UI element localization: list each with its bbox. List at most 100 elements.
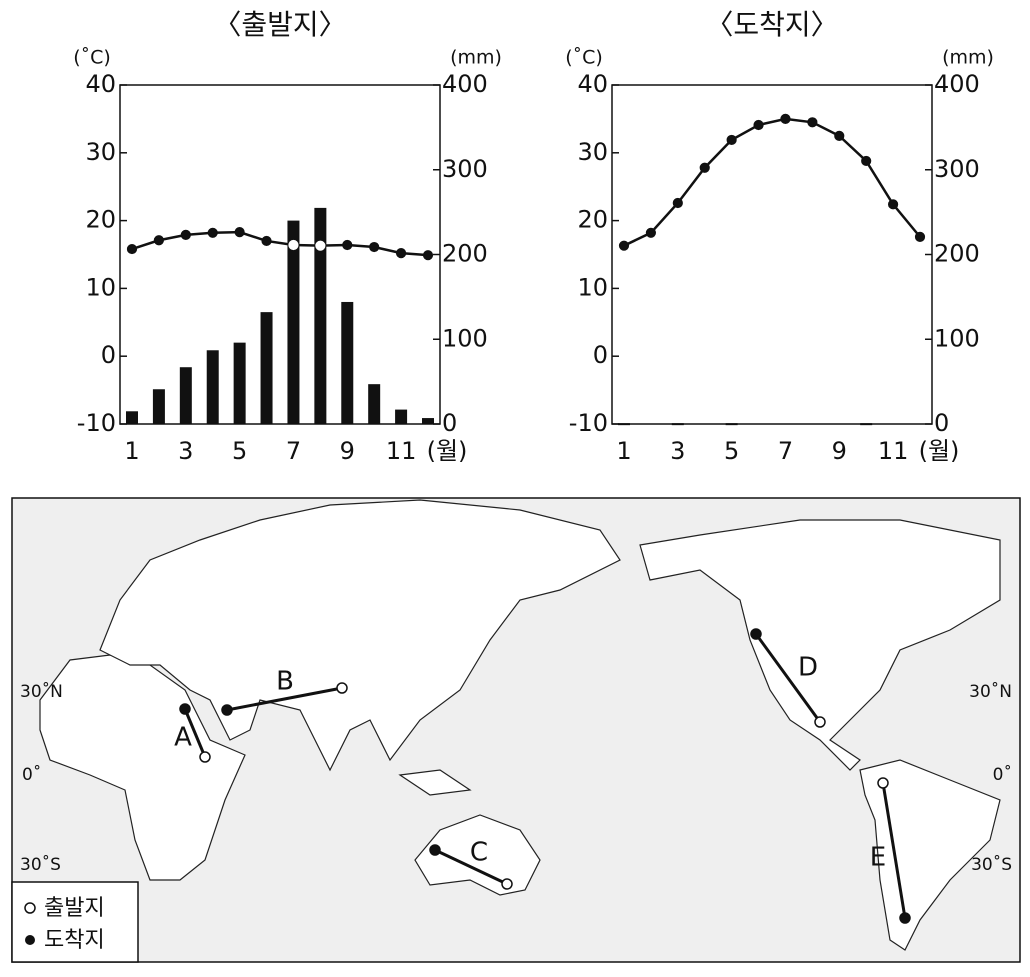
- temperature-point: [395, 248, 407, 259]
- legend: 출발지 도착지: [11, 881, 139, 963]
- y2-tick-label: 100: [442, 324, 488, 352]
- route-points: [179, 628, 911, 924]
- temperature-point: [153, 235, 165, 246]
- x-tick-label: 9: [832, 437, 847, 465]
- temperature-point: [342, 239, 353, 251]
- north-america: [639, 519, 1001, 771]
- y2-tick-label: 100: [934, 324, 980, 352]
- temperature-point: [861, 155, 872, 167]
- bar: [287, 220, 300, 424]
- bar: [179, 367, 192, 424]
- plot-frame: [119, 84, 441, 425]
- x-tick-label: 11: [386, 437, 417, 465]
- bar: [314, 207, 327, 424]
- destination-point: [899, 912, 911, 924]
- temperature-point: [422, 250, 434, 261]
- chart-title: 〈출발지〉: [213, 8, 346, 41]
- origin-point: [814, 716, 826, 728]
- lat-label: 30˚N: [20, 681, 63, 702]
- y-tick-label: 40: [577, 70, 608, 98]
- bar: [395, 409, 408, 424]
- destination-point: [221, 704, 233, 716]
- y2-tick-label: 300: [442, 155, 488, 183]
- temperature-point: [180, 229, 191, 240]
- route-label: B: [276, 667, 294, 697]
- route-label: A: [174, 723, 192, 753]
- temperature-point: [315, 240, 326, 251]
- y-tick-label: 40: [85, 70, 116, 98]
- australia: [414, 814, 541, 896]
- charts: 〈출발지〉(˚C) (mm)(월)-10010203040010020030040…: [73, 8, 994, 465]
- temperature-line: [623, 117, 921, 247]
- y-tick-label: 0: [593, 341, 608, 369]
- islands: [398, 769, 472, 796]
- temperature-point: [887, 199, 899, 210]
- temperature-point: [369, 241, 380, 253]
- route-line: [754, 633, 822, 723]
- landmasses: [39, 499, 1001, 951]
- y2-tick-label: 200: [442, 240, 488, 268]
- bar: [260, 312, 273, 424]
- plot-frame: [611, 84, 933, 425]
- map: A B C D E 30˚N 0˚ 30˚S 30˚N 0˚ 30˚S 출발지 …: [11, 497, 1021, 963]
- destination-point: [179, 703, 191, 715]
- y-tick-label: 10: [85, 273, 116, 301]
- y-tick-label: -10: [569, 409, 608, 437]
- legend-label: 도착지: [44, 928, 105, 953]
- bar: [233, 342, 246, 424]
- lat-label: 0˚: [22, 764, 41, 785]
- x-tick-label: 3: [670, 437, 685, 465]
- origin-point: [501, 878, 513, 890]
- bar: [206, 350, 219, 424]
- y2-axis-label: (mm): [450, 47, 502, 69]
- eurasia: [99, 499, 621, 772]
- lat-label: 30˚N: [969, 681, 1012, 702]
- route-label: D: [798, 653, 818, 683]
- routes: [183, 633, 907, 919]
- y-tick-label: 10: [577, 273, 608, 301]
- y2-tick-label: 400: [934, 70, 980, 98]
- x-tick-label: 7: [778, 437, 793, 465]
- x-tick-label: 9: [340, 437, 355, 465]
- y2-tick-label: 300: [934, 155, 980, 183]
- temperature-point: [234, 227, 245, 238]
- temperature-point: [699, 162, 710, 173]
- temperature-point: [288, 239, 299, 251]
- chart: 〈출발지〉(˚C) (mm)(월)-10010203040010020030040…: [73, 8, 502, 465]
- bar: [422, 418, 434, 424]
- temperature-point: [780, 113, 791, 125]
- y-tick-label: 20: [577, 206, 608, 234]
- x-axis-label: (월): [919, 437, 960, 465]
- temperature-point: [914, 231, 926, 242]
- route-line: [434, 848, 508, 886]
- route-line: [881, 782, 907, 919]
- y-tick-label: 0: [101, 341, 116, 369]
- chart-title: 〈도착지〉: [705, 8, 838, 41]
- y2-tick-label: 400: [442, 70, 488, 98]
- temperature-point: [834, 130, 845, 141]
- y2-tick-label: 200: [934, 240, 980, 268]
- y-tick-label: 30: [85, 138, 116, 166]
- bar: [368, 384, 381, 424]
- y-tick-label: 20: [85, 206, 116, 234]
- route-line: [183, 708, 207, 758]
- temperature-line: [131, 230, 429, 257]
- chart: 〈도착지〉(˚C) (mm)(월)-10010203040010020030040…: [565, 8, 994, 465]
- temperature-point: [726, 134, 737, 146]
- legend-label: 출발지: [44, 896, 105, 921]
- y-axis-label: (˚C): [565, 47, 603, 69]
- x-tick-label: 3: [178, 437, 193, 465]
- x-tick-label: 7: [286, 437, 301, 465]
- bar: [152, 389, 165, 424]
- temperature-point: [207, 227, 218, 238]
- south-america: [859, 759, 1001, 951]
- y-tick-label: -10: [77, 409, 116, 437]
- y-tick-label: 30: [577, 138, 608, 166]
- temperature-point: [645, 227, 657, 238]
- temperature-point: [261, 235, 272, 247]
- x-tick-label: 5: [232, 437, 247, 465]
- x-tick-label: 11: [878, 437, 909, 465]
- lat-label: 0˚: [993, 764, 1012, 785]
- temperature-point: [807, 117, 818, 128]
